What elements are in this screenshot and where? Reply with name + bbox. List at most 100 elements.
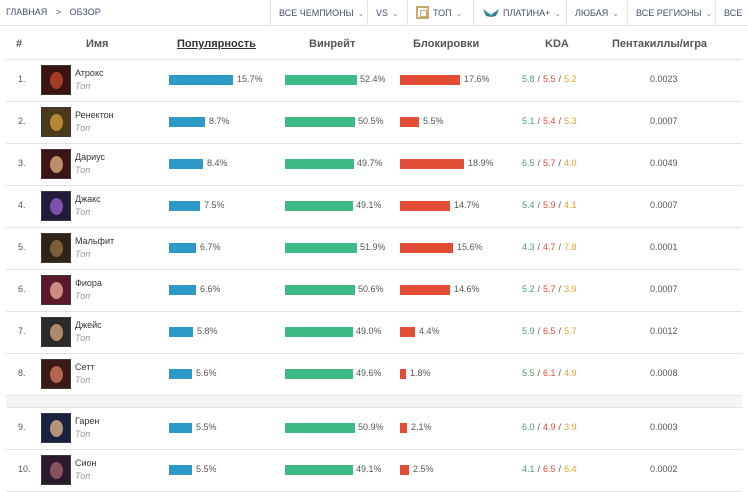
row-rank: 2. <box>18 116 26 126</box>
kda-assists: 3.9 <box>564 422 577 432</box>
header-winrate[interactable]: Винрейт <box>309 38 356 50</box>
champion-name[interactable]: Сетт <box>75 362 95 372</box>
table-row[interactable]: 2. Ренектон Топ 8.7% 50.5% 5.5% 5.1/5.4/5.3 0.0… <box>6 102 742 144</box>
table-row[interactable]: 8. Сетт Топ 5.6% 49.6% 1.8% 5.5/6.1/4.9 0.0008 <box>6 354 742 396</box>
kda-deaths: 5.5 <box>543 74 556 84</box>
table-row[interactable]: 4. Джакс Топ 7.5% 49.1% 14.7% 5.4/5.9/4.1 0.000… <box>6 186 742 228</box>
table-row[interactable]: 9. Гарен Топ 5.5% 50.9% 2.1% 6.0/4.9/3.9 0.0003 <box>6 408 742 450</box>
header-name[interactable]: Имя <box>86 38 109 50</box>
queue-filter[interactable]: ЛЮБАЯ ⌄ <box>566 0 627 26</box>
popularity-value: 15.7% <box>237 74 263 84</box>
champion-name[interactable]: Фиора <box>75 278 102 288</box>
header-banrate[interactable]: Блокировки <box>413 38 480 50</box>
header-rank[interactable]: # <box>16 38 23 50</box>
champion-name[interactable]: Джейс <box>75 320 102 330</box>
breadcrumb-current: ОБЗОР <box>69 7 101 17</box>
rank-filter[interactable]: ПЛАТИНА+ ⌄ <box>473 0 566 26</box>
popularity-value: 5.6% <box>196 368 217 378</box>
kda-deaths: 5.7 <box>543 284 556 294</box>
popularity-value: 8.7% <box>209 116 230 126</box>
kda-separator: / <box>537 422 541 432</box>
banrate-value: 15.6% <box>457 242 483 252</box>
banrate-bar <box>400 369 406 379</box>
kda-assists: 4.0 <box>564 158 577 168</box>
chevron-down-icon: ⌄ <box>554 9 562 18</box>
pentas-per-game: 0.0008 <box>650 368 678 378</box>
breadcrumb-separator: > <box>55 7 62 17</box>
more-filter[interactable]: ВСЕ <box>715 0 748 26</box>
kda-kills: 5.1 <box>522 116 535 126</box>
kda-separator: / <box>537 242 541 252</box>
winrate-bar <box>285 159 354 169</box>
pentas-per-game: 0.0012 <box>650 326 678 336</box>
champion-name[interactable]: Атрокс <box>75 68 104 78</box>
champion-name[interactable]: Дариус <box>75 152 106 162</box>
champion-avatar[interactable] <box>41 455 71 485</box>
table-row[interactable]: 1. Атрокс Топ 15.7% 52.4% 17.6% 5.8/5.5/5.2 0.0… <box>6 60 742 102</box>
winrate-bar <box>285 465 353 475</box>
row-rank: 1. <box>18 74 26 84</box>
champion-avatar[interactable] <box>41 233 71 263</box>
champion-name[interactable]: Мальфит <box>75 236 115 246</box>
kda-separator: / <box>558 200 562 210</box>
champion-avatar[interactable] <box>41 191 71 221</box>
kda-separator: / <box>537 284 541 294</box>
pentas-per-game: 0.0023 <box>650 74 678 84</box>
table-row[interactable]: 10. Сион Топ 5.5% 49.1% 2.5% 4.1/6.5/6.4 0.0002 <box>6 450 742 492</box>
kda-separator: / <box>537 74 541 84</box>
kda-assists: 5.7 <box>564 326 577 336</box>
kda-kills: 5.2 <box>522 284 535 294</box>
chevron-down-icon: ⌄ <box>612 9 619 18</box>
champion-avatar[interactable] <box>41 149 71 179</box>
champion-avatar[interactable] <box>41 359 71 389</box>
vs-filter-label: VS <box>376 8 389 18</box>
champion-avatar[interactable] <box>41 413 71 443</box>
banrate-value: 17.6% <box>464 74 490 84</box>
table-row[interactable]: 3. Дариус Топ 8.4% 49.7% 18.9% 6.5/5.7/4.0 0.00… <box>6 144 742 186</box>
winrate-bar <box>285 327 353 337</box>
table-row[interactable]: 6. Фиора Топ 6.6% 50.6% 14.6% 5.2/5.7/3.9 0.000… <box>6 270 742 312</box>
row-rank: 9. <box>18 422 26 432</box>
popularity-bar <box>169 285 196 295</box>
kda-kills: 4.3 <box>522 242 535 252</box>
banrate-value: 14.7% <box>454 200 480 210</box>
banrate-bar <box>400 201 450 211</box>
chevron-down-icon: ⌄ <box>705 9 713 18</box>
row-rank: 10. <box>18 464 31 474</box>
queue-filter-label: ЛЮБАЯ <box>575 8 609 18</box>
chevron-down-icon: ⌄ <box>392 9 399 18</box>
kda-value: 4.1/6.5/6.4 <box>522 464 577 474</box>
champion-role: Топ <box>75 333 91 343</box>
champion-avatar[interactable] <box>41 65 71 95</box>
regions-filter[interactable]: ВСЕ РЕГИОНЫ ⌄ <box>627 0 715 26</box>
header-pentas[interactable]: Пентакиллы/игра <box>612 38 708 50</box>
header-popularity[interactable]: Популярность <box>177 38 256 50</box>
champion-name[interactable]: Гарен <box>75 416 100 426</box>
kda-separator: / <box>558 158 562 168</box>
kda-separator: / <box>537 116 541 126</box>
position-filter[interactable]: ТОП ⌄ <box>407 0 473 26</box>
champions-filter[interactable]: ВСЕ ЧЕМПИОНЫ ⌄ <box>270 0 367 26</box>
row-rank: 8. <box>18 368 26 378</box>
kda-kills: 6.0 <box>522 422 535 432</box>
row-rank: 6. <box>18 284 26 294</box>
avatar-face <box>50 198 63 215</box>
champion-avatar[interactable] <box>41 107 71 137</box>
champion-avatar[interactable] <box>41 275 71 305</box>
champion-name[interactable]: Джакс <box>75 194 101 204</box>
breadcrumb: ГЛАВНАЯ > ОБЗОР <box>6 7 107 17</box>
header-kda[interactable]: KDA <box>545 38 569 50</box>
champion-name[interactable]: Сион <box>75 458 97 468</box>
popularity-bar <box>169 465 192 475</box>
rank-filter-label: ПЛАТИНА+ <box>503 8 551 18</box>
popularity-bar <box>169 201 200 211</box>
champion-name[interactable]: Ренектон <box>75 110 114 120</box>
vs-filter[interactable]: VS ⌄ <box>367 0 407 26</box>
champion-avatar[interactable] <box>41 317 71 347</box>
table-row[interactable]: 7. Джейс Топ 5.8% 49.0% 4.4% 5.9/6.5/5.7 0.0012 <box>6 312 742 354</box>
chevron-down-icon: ⌄ <box>455 9 463 18</box>
popularity-bar <box>169 159 203 169</box>
table-row[interactable]: 5. Мальфит Топ 6.7% 51.9% 15.6% 4.3/4.7/7.8 0.0… <box>6 228 742 270</box>
popularity-bar <box>169 117 205 127</box>
breadcrumb-home[interactable]: ГЛАВНАЯ <box>6 7 48 17</box>
